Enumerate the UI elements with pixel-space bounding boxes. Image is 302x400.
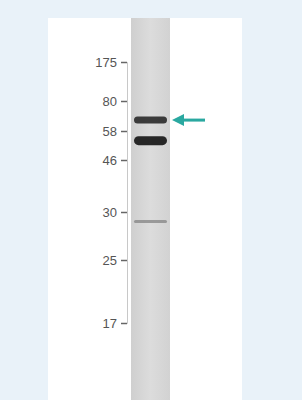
tick: 58: [103, 124, 127, 139]
tick-mark: [121, 260, 127, 262]
band: [134, 117, 167, 124]
arrow: [172, 114, 205, 126]
tick-mark: [121, 62, 127, 64]
tick-label: 46: [103, 153, 117, 168]
axis-line: [121, 63, 128, 324]
band: [134, 220, 167, 223]
tick: 46: [103, 153, 127, 168]
tick-label: 175: [95, 55, 117, 70]
y-axis: 175 80 58 46 30 25 17: [95, 55, 127, 331]
tick: 17: [103, 316, 127, 331]
lane: [131, 18, 170, 400]
background: [0, 0, 302, 400]
tick: 25: [103, 253, 127, 268]
band: [134, 136, 167, 145]
tick: 80: [103, 94, 127, 109]
tick-mark: [121, 323, 127, 325]
tick-label: 30: [103, 205, 117, 220]
tick-mark: [121, 160, 127, 162]
arrow-shaft: [182, 119, 205, 122]
tick-label: 80: [103, 94, 117, 109]
panel: [48, 18, 242, 400]
tick-mark: [121, 101, 127, 103]
tick-label: 25: [103, 253, 117, 268]
tick-label: 58: [103, 124, 117, 139]
tick: 175: [95, 55, 127, 70]
tick: 30: [103, 205, 127, 220]
tick-mark: [121, 212, 127, 214]
tick-label: 17: [103, 316, 117, 331]
bands: [134, 117, 167, 224]
figure: 175 80 58 46 30 25 17: [0, 0, 302, 400]
arrow-head: [172, 114, 184, 126]
tick-mark: [121, 131, 127, 133]
